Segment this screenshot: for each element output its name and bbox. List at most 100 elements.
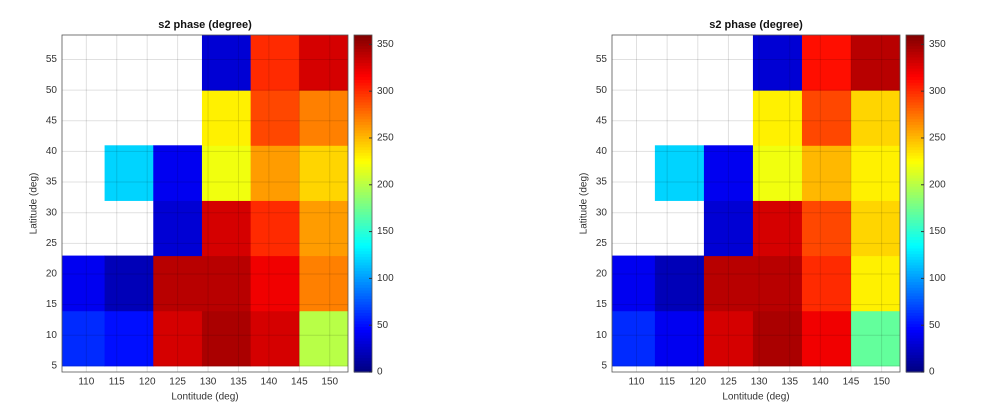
cell [752, 200, 803, 257]
cell [703, 255, 754, 312]
cell [801, 310, 852, 367]
x-tick-label: 110 [78, 377, 94, 388]
cell [752, 35, 803, 91]
y-tick-label: 25 [46, 238, 58, 249]
y-tick-label: 5 [51, 361, 57, 372]
cell [250, 255, 300, 312]
colorbar-tick-label: 200 [929, 179, 946, 190]
cell [801, 35, 852, 91]
cell [703, 145, 754, 201]
cell [299, 310, 348, 367]
colorbar-box [353, 34, 373, 373]
cell [299, 200, 348, 257]
cell [153, 255, 203, 312]
x-tick-label: 150 [321, 377, 338, 388]
cell [654, 145, 705, 201]
y-tick-label: 15 [596, 299, 608, 310]
cell [801, 90, 852, 146]
y-tick-label: 15 [46, 299, 58, 310]
y-tick-label: 25 [596, 238, 608, 249]
cell [104, 310, 154, 367]
cell [201, 35, 252, 91]
y-tick-label: 30 [596, 207, 608, 218]
cell [201, 145, 252, 201]
cell [850, 310, 900, 367]
y-tick-label: 20 [596, 269, 608, 280]
cell [201, 90, 252, 146]
x-tick-label: 120 [139, 377, 156, 388]
cell [299, 90, 348, 146]
colorbar: 0 50 100 150 200 250 300 350 [905, 34, 946, 378]
y-tick-label: 45 [46, 115, 58, 126]
y-tick-label: 40 [46, 146, 58, 157]
colorbar-box [905, 34, 925, 373]
cell [850, 200, 900, 257]
cell [250, 145, 300, 201]
x-tick-label: 150 [873, 377, 890, 388]
cell [250, 35, 300, 91]
x-tick-label: 140 [261, 377, 278, 388]
y-tick-label: 50 [46, 85, 58, 96]
x-tick-label: 120 [689, 377, 706, 388]
cell [654, 310, 705, 367]
cell [250, 200, 300, 257]
cell [153, 310, 203, 367]
cell [801, 255, 852, 312]
cell [850, 145, 900, 201]
colorbar-tick-label: 200 [377, 179, 394, 190]
cell [752, 145, 803, 201]
x-tick-label: 115 [109, 377, 125, 388]
colorbar-tick-label: 350 [929, 39, 946, 50]
cell [752, 255, 803, 312]
y-tick-label: 35 [46, 177, 58, 188]
x-tick-label: 115 [659, 377, 675, 388]
colorbar-tick-label: 0 [929, 367, 935, 378]
x-axis-label: Lontitude (deg) [171, 392, 238, 403]
colorbar-tick-label: 350 [377, 39, 394, 50]
cell [850, 90, 900, 146]
y-axis-label: Latitude (deg) [29, 173, 40, 235]
y-tick-label: 5 [601, 361, 607, 372]
cell [62, 310, 106, 367]
axes-box [611, 34, 901, 373]
cell [104, 255, 154, 312]
cell [703, 200, 754, 257]
y-tick-label: 55 [596, 54, 608, 65]
cell [299, 145, 348, 201]
x-axis-label: Lontitude (deg) [722, 392, 789, 403]
x-tick-label: 125 [169, 377, 186, 388]
cell [752, 310, 803, 367]
cell [299, 255, 348, 312]
x-tick-label: 135 [230, 377, 247, 388]
x-tick-label: 145 [291, 377, 308, 388]
cell [850, 35, 900, 91]
chart-title: s2 phase (degree) [158, 19, 252, 31]
colorbar-tick-label: 100 [377, 273, 394, 284]
colorbar-tick-label: 50 [929, 320, 941, 331]
y-tick-label: 45 [596, 115, 608, 126]
cell [801, 145, 852, 201]
y-axis-label: Latitude (deg) [579, 173, 590, 235]
cell [250, 90, 300, 146]
chart-title: s2 phase (degree) [709, 19, 803, 31]
y-tick-label: 10 [46, 330, 58, 341]
x-tick-label: 125 [720, 377, 737, 388]
x-tick-label: 110 [629, 377, 645, 388]
y-tick-label: 40 [596, 146, 608, 157]
colorbar-tick-label: 250 [377, 133, 394, 144]
y-tick-label: 30 [46, 207, 58, 218]
cell [801, 200, 852, 257]
colorbar-tick-label: 150 [377, 226, 394, 237]
x-tick-label: 135 [781, 377, 798, 388]
cell [201, 310, 252, 367]
cell [153, 145, 203, 201]
colorbar: 0 50 100 150 200 250 300 350 [353, 34, 394, 378]
colorbar-tick-label: 300 [929, 86, 946, 97]
cell [612, 310, 656, 367]
colorbar-tick-label: 100 [929, 273, 946, 284]
cell [850, 255, 900, 312]
x-tick-label: 145 [843, 377, 860, 388]
cell [703, 310, 754, 367]
cell [654, 255, 705, 312]
